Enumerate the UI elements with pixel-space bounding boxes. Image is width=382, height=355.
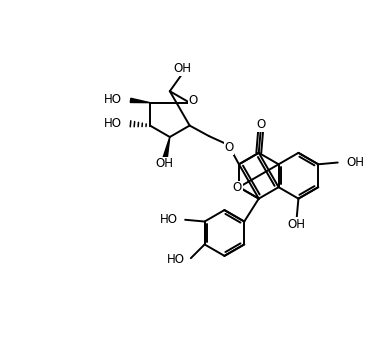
Text: OH: OH [288, 218, 306, 231]
Text: HO: HO [104, 93, 122, 106]
Text: O: O [189, 94, 198, 108]
Text: OH: OH [155, 157, 173, 170]
Text: O: O [233, 181, 242, 195]
Text: OH: OH [346, 156, 364, 169]
Text: HO: HO [104, 116, 122, 130]
Polygon shape [130, 98, 150, 103]
Text: OH: OH [173, 62, 191, 75]
Text: HO: HO [159, 213, 177, 226]
Polygon shape [163, 137, 170, 158]
Text: O: O [225, 141, 234, 154]
Text: HO: HO [167, 253, 185, 266]
Text: O: O [256, 118, 265, 131]
